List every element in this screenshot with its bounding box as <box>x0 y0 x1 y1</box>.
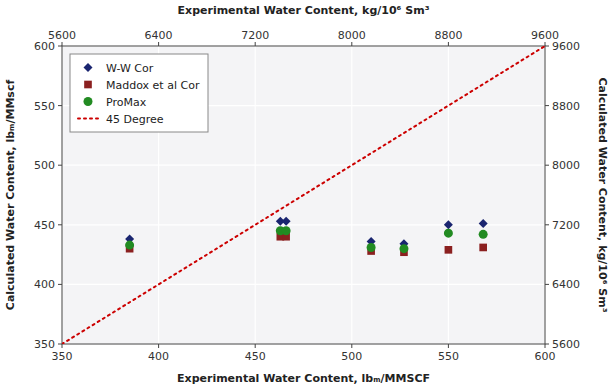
tick-label: 7200 <box>552 219 580 232</box>
point <box>367 243 376 252</box>
y-axis-label: Calculated Water Content, lbₘ/MMscf <box>4 80 17 311</box>
tick <box>351 42 352 46</box>
tick <box>58 224 62 225</box>
tick <box>58 46 62 47</box>
legend-box <box>70 54 208 132</box>
tick-label: 450 <box>245 350 266 363</box>
tick <box>448 344 449 348</box>
tick-label: 600 <box>535 350 556 363</box>
grid-line-y <box>62 165 545 166</box>
tick <box>545 224 549 225</box>
frame <box>62 46 545 344</box>
tick <box>545 344 549 345</box>
point <box>282 226 291 235</box>
tick-label: 9600 <box>552 40 580 53</box>
tick <box>545 284 549 285</box>
x-axis-label: Experimental Water Content, lbₘ/MMSCF <box>177 372 430 385</box>
tick-label: 8800 <box>552 100 580 113</box>
data <box>62 46 545 344</box>
point <box>479 219 488 228</box>
tick-label: 400 <box>148 350 169 363</box>
tick <box>545 344 546 348</box>
x2-axis-label: Experimental Water Content, kg/10⁶ Sm³ <box>178 4 430 17</box>
tick-label: 550 <box>438 350 459 363</box>
tick-label: 450 <box>34 219 55 232</box>
tick-label: 8000 <box>552 159 580 172</box>
grid-line-x <box>255 46 256 344</box>
tick-label: 500 <box>341 350 362 363</box>
legend: W-W Cor Maddox et al Cor ProMax 45 Degree <box>70 54 208 132</box>
tick <box>58 344 62 345</box>
point <box>479 244 487 252</box>
tick-label: 350 <box>52 350 73 363</box>
tick <box>545 46 549 47</box>
tick <box>255 344 256 348</box>
point <box>399 244 408 253</box>
tick-label: 350 <box>34 338 55 351</box>
tick <box>58 165 62 166</box>
chart: 3504004505005506003504004505005506005600… <box>0 0 611 388</box>
legend-label: 45 Degree <box>106 113 164 126</box>
legend-label: ProMax <box>106 96 147 109</box>
tick <box>58 284 62 285</box>
tick-label: 7200 <box>241 29 269 42</box>
series <box>125 226 488 253</box>
legend-swatch <box>84 63 93 72</box>
grid <box>62 46 545 344</box>
point <box>444 229 453 238</box>
tick <box>62 42 63 46</box>
series <box>125 217 488 249</box>
tick-label: 6400 <box>145 29 173 42</box>
point <box>445 246 453 254</box>
plot-area <box>62 46 545 344</box>
tick <box>545 165 549 166</box>
legend-label: Maddox et al Cor <box>106 79 200 92</box>
tick <box>58 105 62 106</box>
legend-swatch <box>78 118 98 120</box>
axes: 3504004505005506003504004505005506005600… <box>34 29 580 363</box>
legend-swatch <box>84 97 93 106</box>
tick <box>545 42 546 46</box>
tick-label: 6400 <box>552 278 580 291</box>
tick-label: 500 <box>34 159 55 172</box>
point <box>444 220 453 229</box>
tick-label: 550 <box>34 100 55 113</box>
tick-label: 5600 <box>552 338 580 351</box>
axis-labels: Experimental Water Content, lbₘ/MMSCF Exp… <box>4 4 609 385</box>
tick <box>545 105 549 106</box>
tick <box>158 42 159 46</box>
tick-label: 8000 <box>338 29 366 42</box>
grid-line-x <box>351 46 352 344</box>
grid-line-y <box>62 224 545 225</box>
tick <box>255 42 256 46</box>
tick-label: 8800 <box>434 29 462 42</box>
legend-swatch <box>84 81 92 89</box>
tick <box>351 344 352 348</box>
tick-label: 400 <box>34 278 55 291</box>
grid-line-y <box>62 284 545 285</box>
tick <box>158 344 159 348</box>
point <box>125 241 134 250</box>
reference-line <box>62 46 545 344</box>
grid-line-x <box>448 46 449 344</box>
tick <box>448 42 449 46</box>
legend-label: W-W Cor <box>106 62 154 75</box>
point <box>282 217 291 226</box>
tick <box>62 344 63 348</box>
y2-axis-label: Calculated Water Content, kg/10⁶ Sm³ <box>596 77 609 312</box>
point <box>479 230 488 239</box>
series <box>126 233 487 256</box>
tick-label: 5600 <box>48 29 76 42</box>
